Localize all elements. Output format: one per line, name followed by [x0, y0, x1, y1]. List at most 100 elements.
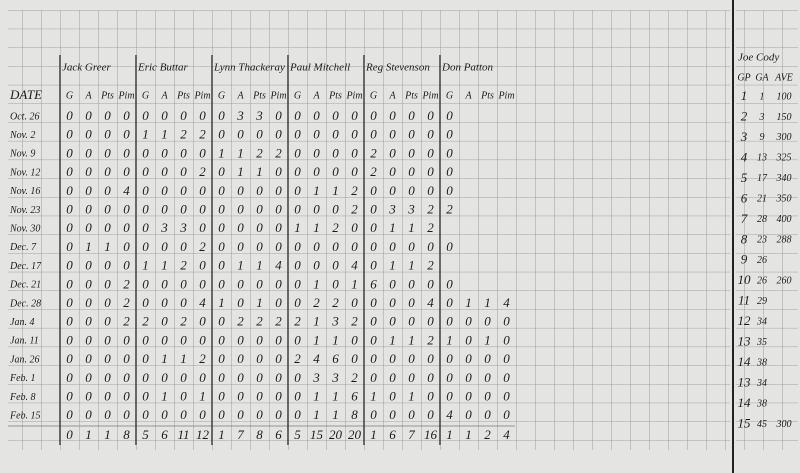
stat-cell: 2	[351, 183, 358, 198]
stat-cell: 0	[85, 108, 92, 123]
column-label: G	[370, 90, 377, 101]
stat-cell: 0	[294, 370, 301, 385]
player-name: Don Patton	[441, 62, 494, 74]
stat-cell: 1	[161, 258, 168, 273]
stat-cell: 1	[237, 258, 244, 273]
stat-cell: 0	[104, 370, 111, 385]
stat-cell: 0	[389, 351, 396, 366]
stat-cell: 2	[123, 314, 130, 329]
stat-cell: 0	[332, 108, 339, 123]
stat-cell: 1	[351, 276, 358, 291]
stat-cell: 0	[237, 239, 244, 254]
total-cell: 1	[218, 427, 225, 442]
column-label: G	[66, 90, 73, 101]
goalie-cell: 34	[756, 316, 767, 327]
total-cell: 4	[503, 427, 510, 442]
stat-cell: 0	[256, 220, 263, 235]
stat-cell: 3	[160, 220, 168, 235]
stat-cell: 2	[180, 314, 187, 329]
stat-cell: 0	[446, 145, 453, 160]
stat-cell: 6	[370, 276, 377, 291]
stat-cell: 0	[275, 407, 282, 422]
goalie-cell: 11	[738, 293, 750, 308]
total-cell: 6	[275, 427, 282, 442]
stat-cell: 3	[331, 370, 339, 385]
stat-cell: 1	[313, 183, 320, 198]
stat-cell: 0	[161, 407, 168, 422]
stat-cell: 0	[275, 332, 282, 347]
stat-cell: 0	[294, 145, 301, 160]
stat-cell: 0	[218, 332, 225, 347]
column-label: Pts	[404, 90, 418, 101]
total-cell: 12	[196, 427, 210, 442]
stat-cell: 0	[256, 239, 263, 254]
total-cell: 1	[465, 427, 472, 442]
stat-cell: 0	[408, 127, 415, 142]
stat-cell: 0	[408, 407, 415, 422]
stat-cell: 0	[218, 370, 225, 385]
stat-cell: 0	[85, 258, 92, 273]
stat-cell: 0	[237, 332, 244, 347]
column-label: Pim	[269, 90, 286, 101]
stat-cell: 2	[256, 145, 263, 160]
column-label: G	[218, 90, 225, 101]
stat-cell: 0	[218, 164, 225, 179]
stat-cell: 1	[237, 145, 244, 160]
player-name: Reg Stevenson	[365, 62, 430, 74]
stat-cell: 1	[237, 164, 244, 179]
total-cell: 0	[66, 427, 73, 442]
stat-cell: 0	[85, 388, 92, 403]
stat-cell: 0	[351, 239, 358, 254]
stat-cell: 0	[427, 145, 434, 160]
stat-cell: 0	[408, 183, 415, 198]
total-cell: 20	[348, 427, 362, 442]
stat-cell: 0	[370, 201, 377, 216]
total-cell: 6	[389, 427, 396, 442]
stat-cell: 0	[218, 183, 225, 198]
stat-cell: 0	[180, 276, 187, 291]
stat-cell: 0	[104, 407, 111, 422]
stat-cell: 0	[161, 164, 168, 179]
stat-cell: 2	[332, 220, 339, 235]
stat-cell: 0	[199, 201, 206, 216]
stat-cell: 2	[427, 220, 434, 235]
column-label: Pim	[497, 90, 514, 101]
stat-cell: 2	[370, 145, 377, 160]
stat-cell: 0	[370, 220, 377, 235]
stat-cell: 1	[389, 220, 396, 235]
goalie-cell: 9	[741, 252, 748, 267]
column-label: Pim	[193, 90, 210, 101]
stat-cell: 0	[142, 145, 149, 160]
stat-cell: 4	[275, 258, 282, 273]
stat-cell: 2	[275, 314, 282, 329]
stat-cell: 0	[465, 370, 472, 385]
date: Oct. 26	[10, 111, 39, 122]
stat-cell: 1	[313, 314, 320, 329]
stat-cell: 0	[218, 407, 225, 422]
stat-cell: 0	[237, 295, 244, 310]
goalie-column-label: AVE	[774, 72, 793, 83]
stat-cell: 3	[236, 108, 244, 123]
stat-cell: 0	[218, 276, 225, 291]
total-cell: 5	[294, 427, 301, 442]
stat-cell: 0	[104, 145, 111, 160]
stat-cell: 2	[123, 295, 130, 310]
stat-cell: 0	[237, 127, 244, 142]
stat-cell: 0	[389, 127, 396, 142]
date: Nov. 2	[9, 130, 35, 141]
stat-cell: 0	[123, 258, 130, 273]
stat-cell: 1	[256, 295, 263, 310]
stat-cell: 0	[484, 388, 491, 403]
stat-cell: 0	[85, 351, 92, 366]
stat-cell: 0	[180, 407, 187, 422]
stat-cell: 0	[427, 351, 434, 366]
stat-cell: 0	[446, 314, 453, 329]
stat-cell: 0	[503, 314, 510, 329]
stat-cell: 1	[313, 388, 320, 403]
stat-cell: 0	[85, 295, 92, 310]
stat-cell: 1	[104, 239, 111, 254]
stat-cell: 6	[332, 351, 339, 366]
stat-cell: 0	[161, 108, 168, 123]
stat-cell: 2	[427, 201, 434, 216]
stat-cell: 0	[427, 127, 434, 142]
